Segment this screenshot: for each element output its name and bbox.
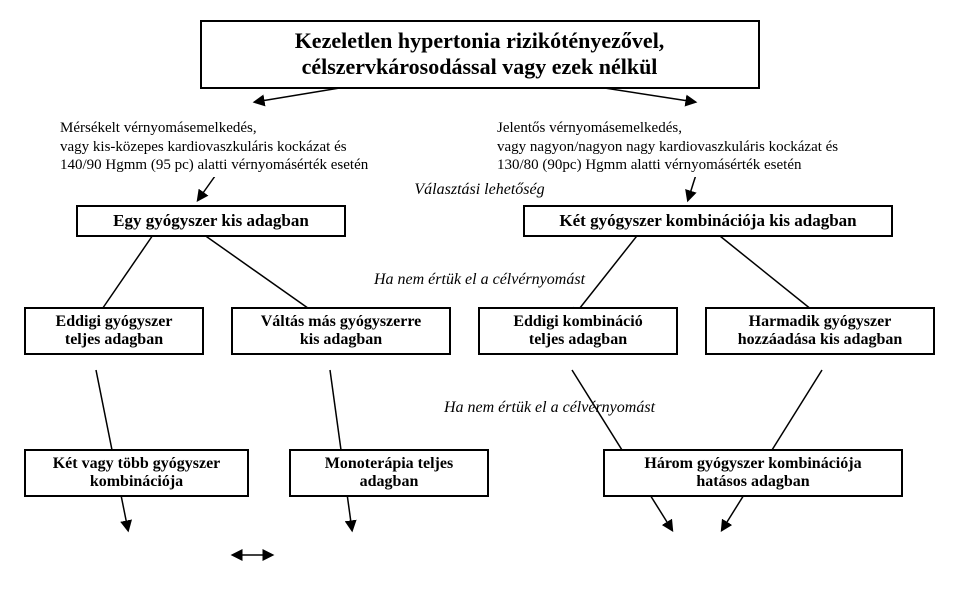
branch-right-l1: Jelentős vérnyomásemelkedés, [497, 120, 682, 136]
branch-left-l3: 140/90 Hgmm (95 pc) alatti vérnyomásérté… [60, 157, 368, 173]
title-box: Kezeletlen hypertonia rizikótényezővel, … [200, 20, 760, 89]
step2-d-box: Harmadik gyógyszer hozzáadása kis adagba… [705, 307, 935, 355]
step3-b-box: Monoterápia teljes adagban [289, 449, 489, 497]
branch-left-l2: vagy kis-közepes kardiovaszkuláris kocká… [60, 139, 347, 155]
title-line2: célszervkárosodással vagy ezek nélkül [302, 54, 658, 79]
step3-row: Két vagy több gyógyszer kombinációja Mon… [16, 449, 943, 497]
step3-a-box: Két vagy több gyógyszer kombinációja [24, 449, 249, 497]
step1-row: Egy gyógyszer kis adagban Két gyógyszer … [16, 205, 943, 237]
branch-left: Mérsékelt vérnyomásemelkedés, vagy kis-k… [56, 117, 456, 177]
step3-c-l1: Három gyógyszer kombinációja [644, 455, 861, 472]
step2-row: Eddigi gyógyszer teljes adagban Váltás m… [16, 307, 943, 355]
connectors-layer [0, 0, 959, 609]
step3-b-l1: Monoterápia teljes [325, 455, 453, 472]
cond1-label: Ha nem értük el a célvérnyomást [16, 271, 943, 289]
step3-c-box: Három gyógyszer kombinációja hatásos ada… [603, 449, 903, 497]
step2-b-l2: kis adagban [300, 331, 382, 348]
cond2-label: Ha nem értük el a célvérnyomást [16, 399, 943, 417]
step2-a-box: Eddigi gyógyszer teljes adagban [24, 307, 204, 355]
step3-a-l1: Két vagy több gyógyszer [53, 455, 221, 472]
step3-a-l2: kombinációja [90, 473, 183, 490]
step1-left-box: Egy gyógyszer kis adagban [76, 205, 346, 237]
step2-a-l1: Eddigi gyógyszer [56, 313, 173, 330]
step1-right-box: Két gyógyszer kombinációja kis adagban [523, 205, 893, 237]
step3-c-l2: hatásos adagban [696, 473, 809, 490]
step2-c-l2: teljes adagban [529, 331, 627, 348]
branch-left-l1: Mérsékelt vérnyomásemelkedés, [60, 120, 257, 136]
step2-d-l1: Harmadik gyógyszer [749, 313, 892, 330]
branch-right: Jelentős vérnyomásemelkedés, vagy nagyon… [493, 117, 913, 177]
title-line1: Kezeletlen hypertonia rizikótényezővel, [295, 28, 665, 53]
step2-c-box: Eddigi kombináció teljes adagban [478, 307, 678, 355]
branch-right-l3: 130/80 (90pc) Hgmm alatti vérnyomásérték… [497, 157, 802, 173]
step2-d-l2: hozzáadása kis adagban [738, 331, 903, 348]
step2-b-l1: Váltás más gyógyszerre [261, 313, 422, 330]
step2-a-l2: teljes adagban [65, 331, 163, 348]
step3-b-l2: adagban [360, 473, 419, 490]
branch-row: Mérsékelt vérnyomásemelkedés, vagy kis-k… [16, 117, 943, 177]
step2-b-box: Váltás más gyógyszerre kis adagban [231, 307, 451, 355]
step2-c-l1: Eddigi kombináció [513, 313, 642, 330]
branch-right-l2: vagy nagyon/nagyon nagy kardiovaszkulári… [497, 139, 838, 155]
choice-label: Választási lehetőség [16, 181, 943, 199]
